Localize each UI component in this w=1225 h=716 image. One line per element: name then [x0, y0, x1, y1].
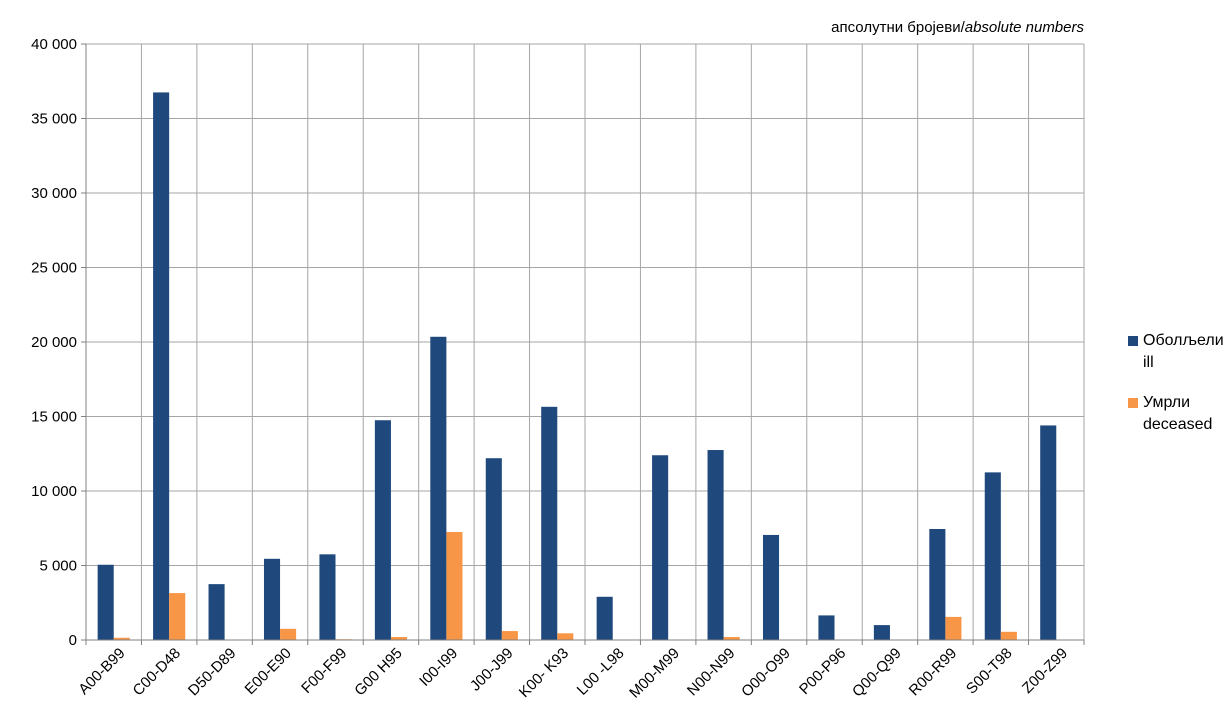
- legend-label-ill-line1: Оболљели: [1143, 332, 1224, 349]
- bar-ill: [818, 615, 835, 640]
- legend-label-ill-line2: ill: [1143, 354, 1154, 371]
- grid: [86, 43, 1085, 640]
- bar-ill: [873, 625, 890, 640]
- legend-label-deceased-line2: deceased: [1143, 416, 1213, 433]
- legend: Оболљели ill Умрли deceased: [1128, 330, 1224, 454]
- bar-ill: [374, 420, 391, 640]
- bar-deceased: [280, 628, 297, 640]
- bar-deceased: [113, 637, 130, 640]
- bar-ill: [485, 458, 502, 640]
- bar-deceased: [723, 637, 740, 640]
- bar-ill: [762, 534, 780, 640]
- x-tick-label: O00-O99: [738, 645, 794, 701]
- x-tick-label: J00-J99: [467, 645, 517, 695]
- bar-deceased: [945, 616, 962, 640]
- bar-ill: [596, 596, 613, 640]
- bar-ill: [929, 528, 946, 640]
- bar-ill: [1040, 425, 1057, 640]
- bar-deceased: [169, 593, 186, 640]
- bar-ill: [97, 564, 114, 640]
- bar-ill: [541, 406, 558, 640]
- x-tick-label: Z00-Z99: [1019, 645, 1071, 697]
- bar-ill: [984, 472, 1001, 640]
- y-tick-label: 20 000: [31, 334, 77, 351]
- bar-ill: [707, 450, 724, 640]
- y-tick-label: 10 000: [31, 483, 77, 500]
- x-tick-label: L00 -L98: [574, 645, 628, 699]
- y-tick-label: 40 000: [31, 36, 77, 53]
- y-tick-label: 25 000: [31, 260, 77, 277]
- bar-deceased: [501, 631, 518, 640]
- y-tick-label: 15 000: [31, 409, 77, 426]
- y-tick-label: 0: [69, 632, 77, 649]
- bar-ill: [153, 92, 170, 641]
- y-tick-label: 30 000: [31, 185, 77, 202]
- bar-ill: [263, 558, 281, 640]
- bar-ill: [652, 455, 669, 640]
- unit-label-italic: absolute numbers: [965, 19, 1085, 36]
- x-tick-label: G00 H95: [351, 645, 405, 699]
- y-tick-label: 35 000: [31, 111, 77, 128]
- x-tick-label: E00-E90: [242, 645, 295, 698]
- x-tick-label: N00-N99: [684, 645, 738, 699]
- bars: [97, 92, 1057, 641]
- legend-swatch-ill: [1128, 336, 1138, 346]
- axes: [81, 43, 1085, 645]
- x-tick-labels: A00-B99 C00-D48 D50-D89 E00-E90 F00-F99 G00 H…: [75, 645, 1071, 702]
- x-tick-label: S00-T98: [963, 645, 1016, 698]
- legend-item-ill: Оболљели ill: [1128, 330, 1224, 374]
- y-tick-labels: 0 5 000 10 000 15 000 20 000 25 000 30 000 35 0…: [31, 36, 77, 649]
- x-tick-label: M00-M99: [626, 645, 683, 702]
- bar-ill: [430, 336, 447, 640]
- x-tick-label: I00-I99: [416, 645, 461, 690]
- bar-ill: [319, 554, 336, 640]
- bar-deceased: [1000, 631, 1017, 640]
- legend-swatch-deceased: [1128, 398, 1138, 408]
- unit-label: апсолутни бројеви/absolute numbers: [831, 19, 1084, 36]
- x-tick-label: R00-R99: [906, 645, 960, 699]
- x-tick-label: F00-F99: [298, 645, 350, 697]
- y-tick-label: 5 000: [39, 558, 77, 575]
- legend-label-deceased-line1: Умрли: [1143, 394, 1191, 411]
- bar-ill: [208, 584, 225, 640]
- bar-deceased: [446, 531, 463, 640]
- x-tick-label: A00-B99: [75, 645, 128, 698]
- x-tick-label: C00-D48: [130, 645, 184, 699]
- x-tick-label: D50-D89: [185, 645, 239, 699]
- bar-deceased: [390, 637, 408, 640]
- unit-label-main: апсолутни бројеви/: [831, 19, 965, 36]
- x-tick-label: K00- K93: [516, 645, 572, 701]
- x-tick-label: P00-P96: [796, 645, 849, 698]
- bar-deceased: [557, 633, 574, 640]
- legend-item-deceased: Умрли deceased: [1128, 392, 1223, 436]
- x-tick-label: Q00-Q99: [849, 645, 905, 701]
